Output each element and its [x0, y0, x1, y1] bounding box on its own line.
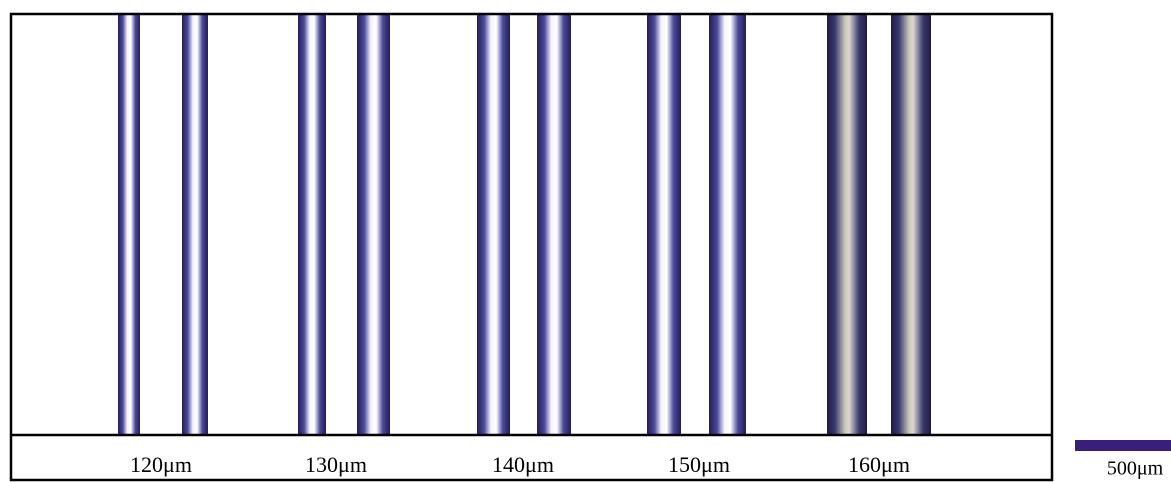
line-stripe: [357, 15, 390, 435]
line-width-label: 130μm: [305, 452, 367, 477]
line-stripe: [647, 15, 681, 435]
line-width-label: 140μm: [492, 452, 554, 477]
scale-bar: [1075, 440, 1171, 451]
line-width-label: 120μm: [130, 452, 192, 477]
line-width-label: 160μm: [848, 452, 910, 477]
line-stripe: [827, 15, 867, 435]
line-stripe: [182, 15, 208, 435]
line-width-label: 150μm: [668, 452, 730, 477]
scale-bar-label: 500μm: [1107, 458, 1164, 480]
line-stripe: [891, 15, 931, 435]
line-stripe: [537, 15, 571, 435]
line-stripe: [709, 15, 746, 435]
line-stripe: [118, 15, 140, 435]
line-stripe: [477, 15, 510, 435]
micrograph: [118, 15, 931, 435]
line-stripe: [298, 15, 326, 435]
frame: [9, 12, 1054, 482]
